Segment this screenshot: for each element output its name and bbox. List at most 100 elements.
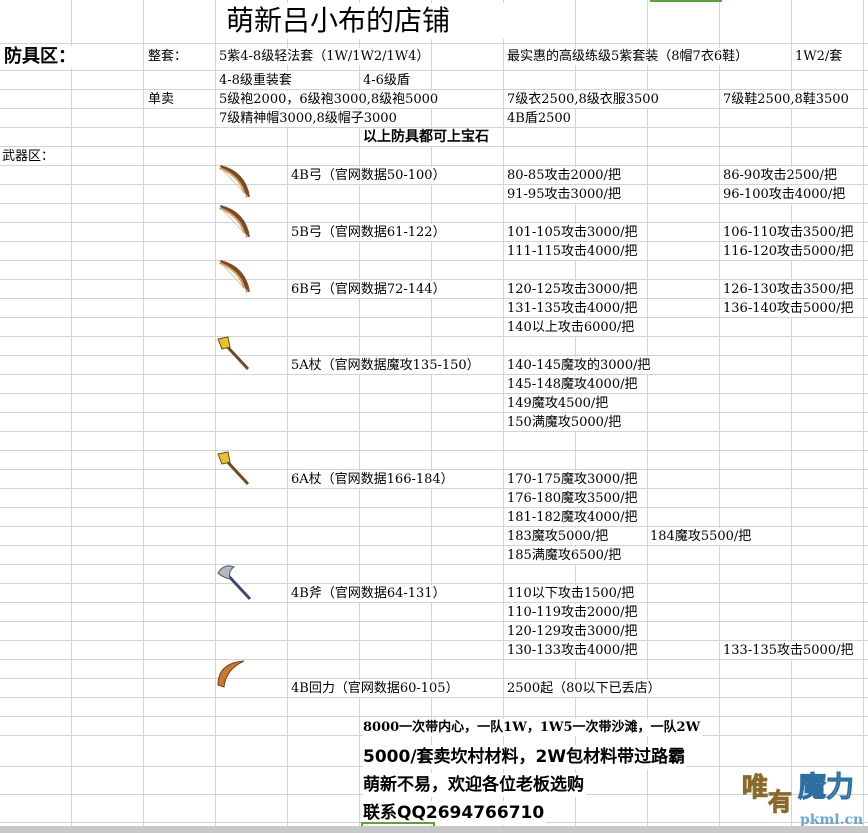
weapon-price: 101-105攻击3000/把 [507, 224, 640, 241]
svg-text:唯: 唯 [742, 773, 768, 803]
weapon-price: 131-135攻击4000/把 [507, 300, 640, 317]
weapon-price: 149魔攻4500/把 [507, 395, 611, 412]
grid-row-line [0, 716, 868, 717]
weapon-price: 2500起（80以下已丢店） [507, 680, 663, 697]
weapon-price: 183魔攻5000/把 [507, 528, 611, 545]
staff-icon [217, 451, 250, 486]
bow-icon [219, 165, 250, 198]
armor-set1: 5紫4-8级轻法套（1W/1W2/1W4） [219, 48, 432, 65]
grid-row-line [0, 355, 868, 356]
weapon-price: 150满魔攻5000/把 [507, 414, 624, 431]
weapon-name: 6B弓（官网数据72-144） [291, 281, 448, 298]
weapon-price-alt: 136-140攻击5000/把 [723, 300, 856, 317]
weapon-price-alt: 106-110攻击3500/把 [723, 224, 856, 241]
grid-row-line [0, 469, 868, 470]
grid-row-line [0, 222, 868, 223]
boomerang-icon [217, 660, 245, 688]
armor-clothes: 7级衣2500,8级衣服3500 [507, 91, 661, 108]
armor-set2: 最实惠的高级练级5紫套装（8帽7衣6鞋） [507, 48, 751, 65]
grid-row-line [0, 298, 868, 299]
single-label: 单卖 [148, 91, 177, 108]
grid-row-line [0, 108, 868, 109]
grid-row-line [0, 260, 868, 261]
svg-text:魔力: 魔力 [798, 770, 854, 803]
weapon-price: 140-145魔攻的3000/把 [507, 357, 653, 374]
axe-icon [217, 565, 252, 601]
grid-row-line [0, 507, 868, 508]
grid-row-line [0, 488, 868, 489]
selected-cell[interactable] [361, 822, 435, 828]
armor-heavy: 4-8级重装套 [219, 72, 294, 89]
set-label: 整套： [148, 48, 190, 65]
grid-row-line [0, 70, 868, 71]
armor-robe: 5级袍2000，6级袍3000,8级袍5000 [219, 91, 441, 108]
weapon-price: 111-115攻击4000/把 [507, 243, 640, 260]
armor-section-label: 防具区： [4, 46, 78, 68]
weapon-price: 181-182魔攻4000/把 [507, 509, 640, 526]
bow-icon [219, 205, 250, 238]
weapon-name: 5A杖（官网数据魔攻135-150） [291, 357, 482, 374]
grid-row-line [0, 89, 868, 90]
grid-row-line [0, 393, 868, 394]
grid-row-line [0, 526, 868, 527]
horizontal-scrollbar[interactable] [0, 826, 868, 833]
grid-row-line [0, 241, 868, 242]
grid-row-line [0, 412, 868, 413]
grid-row-line [0, 640, 868, 641]
footer-contact: 联系QQ2694766710 [363, 801, 547, 825]
weapon-name: 5B弓（官网数据61-122） [291, 224, 448, 241]
weapon-price: 110以下攻击1500/把 [507, 585, 637, 602]
weapon-name: 4B弓（官网数据50-100） [291, 167, 448, 184]
armor-shield: 4-6级盾 [363, 72, 412, 89]
grid-row-line [0, 184, 868, 185]
grid-row-line [0, 583, 868, 584]
weapon-price: 120-129攻击3000/把 [507, 623, 640, 640]
weapon-price: 91-95攻击3000/把 [507, 186, 623, 203]
grid-row-line [0, 203, 868, 204]
weapon-name: 4B回力（官网数据60-105） [291, 680, 461, 697]
weapon-price: 170-175魔攻3000/把 [507, 471, 640, 488]
svg-text:有: 有 [768, 787, 792, 816]
gem-note: 以上防具都可上宝石 [363, 129, 491, 146]
watermark-logo: 唯 有 魔力 pkml.cn [742, 770, 864, 829]
weapon-price-extra: 133-135攻击5000/把 [723, 642, 856, 659]
weapon-price-alt: 126-130攻击3500/把 [723, 281, 856, 298]
grid-row-line [0, 450, 868, 451]
weapon-price: 176-180魔攻3500/把 [507, 490, 640, 507]
weapon-price: 110-119攻击2000/把 [507, 604, 640, 621]
footer-line3: 萌新不易，欢迎各位老板选购 [363, 773, 586, 797]
footer-line1: 8000一次带内心，一队1W，1W5一次带沙滩，一队2W [363, 719, 703, 736]
grid-row-line [0, 602, 868, 603]
selected-cell-top[interactable] [650, 0, 722, 2]
armor-hat: 7级精神帽3000,8级帽子3000 [219, 110, 399, 127]
weapon-price: 120-125攻击3000/把 [507, 281, 640, 298]
bow-icon [219, 260, 250, 293]
weapon-price-alt: 116-120攻击5000/把 [723, 243, 856, 260]
weapon-price: 185满魔攻6500/把 [507, 547, 624, 564]
weapon-price: 140以上攻击6000/把 [507, 319, 637, 336]
armor-set2-price: 1W2/套 [795, 48, 845, 65]
grid-row-line [0, 431, 868, 432]
grid-row-line [0, 317, 868, 318]
weapon-section-label: 武器区： [2, 148, 57, 165]
grid-row-line [0, 146, 868, 147]
grid-row-line [0, 545, 868, 546]
weapon-price: 80-85攻击2000/把 [507, 167, 623, 184]
grid-row-line [0, 374, 868, 375]
staff-icon [217, 336, 250, 371]
grid-row-line [0, 678, 868, 679]
grid-row-line [0, 165, 868, 166]
weapon-price-alt: 96-100攻击4000/把 [723, 186, 848, 203]
weapon-price-alt: 86-90攻击2500/把 [723, 167, 839, 184]
weapon-price: 130-133攻击4000/把 [507, 642, 640, 659]
footer-line2: 5000/套卖坎村材料，2W包材料带过路霸 [363, 745, 688, 769]
weapon-price-extra: 184魔攻5500/把 [650, 528, 754, 545]
weapon-price: 145-148魔攻4000/把 [507, 376, 640, 393]
page-title: 萌新吕小布的店铺 [224, 3, 511, 39]
watermark-url: pkml.cn [800, 812, 863, 828]
armor-shoes: 7级鞋2500,8鞋3500 [723, 91, 851, 108]
grid-row-line [0, 127, 868, 128]
grid-row-line [0, 279, 868, 280]
armor-shield-4b: 4B盾2500 [507, 110, 573, 127]
